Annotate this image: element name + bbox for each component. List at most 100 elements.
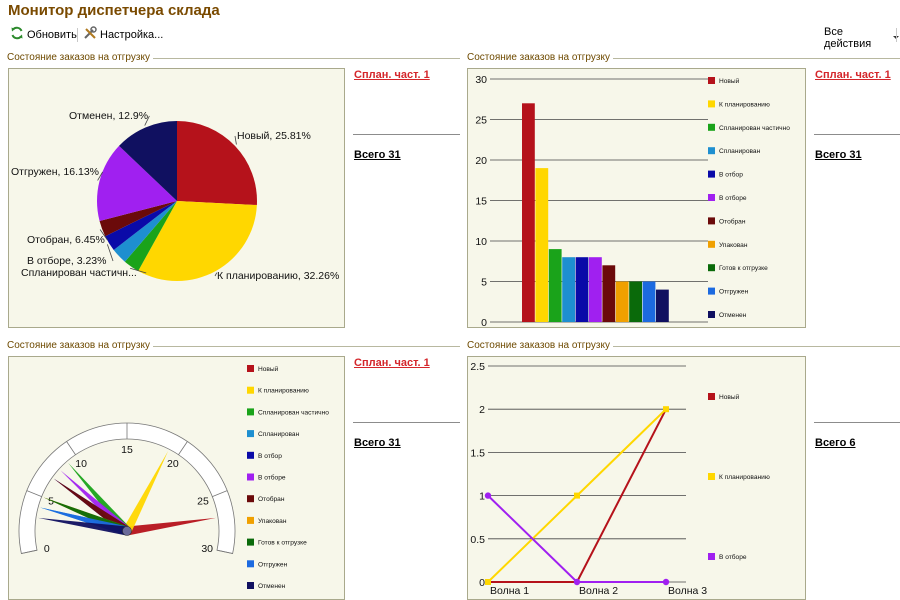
pie-leader-line: [97, 171, 103, 181]
bar-отменен: [656, 289, 669, 322]
pie-label: Новый, 25.81%: [237, 130, 311, 142]
bar-y-tick-label: 15: [475, 196, 487, 208]
bar-к-планированию: [535, 168, 549, 322]
gauge-legend-swatch: [247, 560, 254, 568]
line-x-tick-label: Волна 2: [579, 585, 618, 597]
section-line: [467, 58, 900, 59]
panel-2-link[interactable]: Сплан. част. 1: [815, 69, 891, 81]
pie-slice-в-отборе: [97, 145, 177, 222]
bar-legend-label: В отбор: [719, 171, 743, 179]
panel-3-header: Состояние заказов на отгрузку: [7, 340, 460, 352]
bar-legend-swatch: [708, 194, 715, 201]
bar-legend-swatch: [708, 264, 715, 272]
panel-4-total[interactable]: Всего 6: [815, 437, 856, 449]
line-chart-panel: 0 0.5 1 1.5 2 2.5 Волна 1 Волна 2 Волна 3 Новый К …: [467, 356, 806, 600]
gauge-needle-отменен: [37, 517, 128, 536]
bar-legend-swatch: [708, 77, 715, 84]
gauge-legend-label: Спланирован частично: [258, 409, 329, 416]
bar-legend-label: Спланирован: [719, 148, 761, 155]
line-y-tick-label: 1.5: [470, 447, 485, 459]
bar-legend-label: Готов к отгрузке: [719, 265, 768, 272]
gauge-legend-label: Упакован: [258, 518, 287, 525]
panel-4-title: Состояние заказов на отгрузку: [467, 340, 613, 351]
bar-новый: [522, 103, 535, 322]
pie-label: Спланирован частичн...: [21, 267, 137, 279]
refresh-label: Обновить: [27, 28, 77, 41]
pie-leader-line: [99, 229, 108, 241]
toolbar-separator: [896, 28, 897, 42]
pie-label: В отборе, 3.23%: [27, 255, 106, 267]
line-chart: 0 0.5 1 1.5 2 2.5 Волна 1 Волна 2 Волна 3 Новый К …: [470, 361, 769, 597]
divider: [353, 134, 460, 135]
pie-slice-к-планированию: [138, 201, 257, 282]
gauge-tick: [216, 549, 233, 554]
pie-chart-panel: Новый, 25.81% К планированию, 32.26% Сплан…: [8, 68, 345, 328]
bar-спланирован-частично: [548, 249, 562, 322]
gauge-legend-label: Спланирован: [258, 431, 300, 438]
bar-y-tick-label: 20: [475, 155, 487, 167]
gauge-legend-label: Отменен: [258, 583, 286, 590]
gauge-tick: [66, 441, 76, 455]
pie-leader-line: [129, 267, 147, 274]
section-line: [7, 346, 460, 347]
gauge-tick-label: 5: [48, 495, 54, 507]
panel-2-title: Состояние заказов на отгрузку: [467, 52, 613, 63]
gauge-legend-swatch: [247, 516, 254, 524]
bar-legend-label: Новый: [719, 77, 740, 85]
settings-label: Настройка...: [100, 28, 164, 41]
bar-отгружен: [642, 281, 656, 322]
bar-legend-label: Отгружен: [719, 289, 749, 296]
pie-chart: Новый, 25.81% К планированию, 32.26% Сплан…: [11, 110, 339, 282]
bar-legend-label: Упакован: [719, 242, 748, 249]
divider: [353, 422, 460, 423]
bar-legend-swatch: [708, 311, 715, 318]
gauge-chart-panel: 0 5 10 15 20 25 30 Новый К планированию Спланиров…: [8, 356, 345, 600]
gauge-tick-label: 15: [121, 444, 133, 456]
gauge-legend-label: К планированию: [258, 388, 309, 395]
gauge-tick: [178, 441, 188, 455]
panel-2-total[interactable]: Всего 31: [815, 149, 862, 161]
bar-legend-swatch: [708, 240, 715, 248]
gauge-tick-label: 30: [201, 543, 213, 555]
gauge-legend-swatch: [247, 473, 254, 481]
panel-3-link[interactable]: Сплан. част. 1: [354, 357, 430, 369]
bar-y-tick-label: 10: [475, 236, 487, 248]
gauge-needle-к-планированию: [122, 450, 169, 534]
panel-1-link[interactable]: Сплан. част. 1: [354, 69, 430, 81]
bar-legend-swatch: [708, 147, 715, 155]
refresh-button[interactable]: Обновить: [10, 26, 77, 43]
panel-1-total[interactable]: Всего 31: [354, 149, 401, 161]
line-y-tick-label: 1: [479, 491, 485, 503]
panel-3-title: Состояние заказов на отгрузку: [7, 340, 153, 351]
line-x-tick-label: Волна 3: [668, 585, 707, 597]
all-actions-button[interactable]: Все действия: [824, 26, 900, 50]
bar-legend-label: К планированию: [719, 101, 770, 108]
bar-legend-swatch: [708, 217, 715, 225]
gauge-legend-swatch: [247, 365, 254, 372]
line-point: [484, 492, 492, 499]
pie-slice-в-отбор: [105, 201, 177, 250]
settings-button[interactable]: Настройка...: [83, 26, 163, 43]
gauge-tick-label: 20: [167, 458, 179, 470]
bar-готов-к-отгрузке: [629, 281, 642, 322]
bar-legend-label: Спланирован частично: [719, 125, 790, 132]
bar-упакован: [615, 281, 629, 322]
section-line: [467, 346, 900, 347]
bar-legend-label: В отборе: [719, 194, 747, 202]
pie-slice-спланирован: [113, 201, 177, 262]
gauge-tick-label: 25: [197, 495, 209, 507]
gauge-legend-label: В отбор: [258, 452, 282, 460]
gauge-tick: [212, 490, 228, 497]
gauge-legend-swatch: [247, 582, 254, 589]
bar-y-tick-label: 30: [475, 74, 487, 86]
panel-3-total[interactable]: Всего 31: [354, 437, 401, 449]
gauge-hub: [122, 526, 132, 536]
panel-1-title: Состояние заказов на отгрузку: [7, 52, 153, 63]
line-point: [574, 492, 580, 499]
pie-slice-новый: [177, 121, 258, 206]
bar-legend-swatch: [708, 100, 715, 108]
gauge-legend-swatch: [247, 430, 254, 438]
page-title: Монитор диспетчера склада: [8, 2, 220, 19]
line-legend-swatch: [708, 393, 715, 400]
toolbar-separator: [77, 28, 78, 42]
